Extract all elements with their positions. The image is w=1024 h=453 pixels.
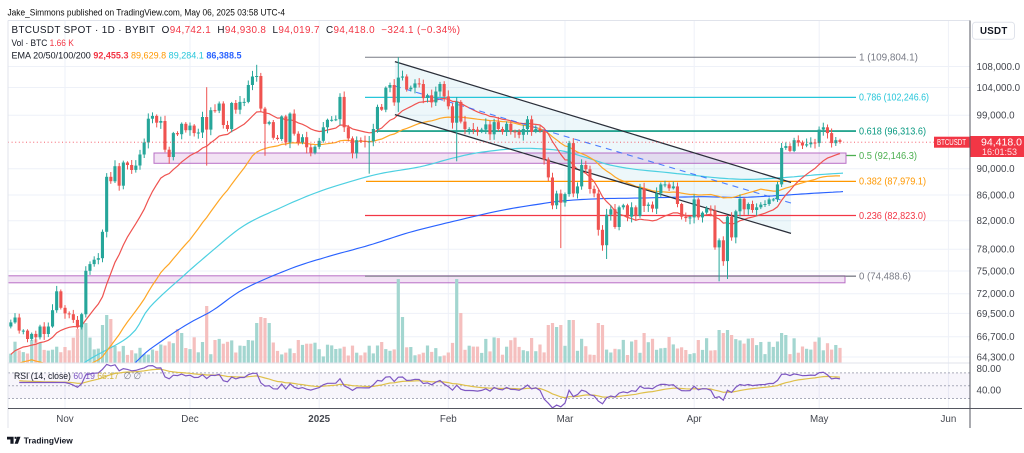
svg-text:99,000.0: 99,000.0 [977,111,1016,122]
svg-text:Apr: Apr [687,414,703,425]
svg-text:TradingView: TradingView [24,436,73,446]
svg-text:Feb: Feb [440,414,457,425]
svg-text:RSI (14, close) 60.19 66.17 ∅: RSI (14, close) 60.19 66.17 ∅ ∅ [14,370,141,381]
svg-text:86,000.0: 86,000.0 [977,190,1016,201]
svg-text:Jake_Simmons published on Trad: Jake_Simmons published on TradingView.co… [8,8,286,19]
svg-text:0 (74,488.6): 0 (74,488.6) [859,272,911,283]
svg-text:USDT: USDT [980,26,1008,37]
svg-text:Nov: Nov [56,414,74,425]
svg-text:69,500.0: 69,500.0 [977,309,1016,320]
svg-text:Mar: Mar [557,414,575,425]
svg-text:108,000.0: 108,000.0 [977,62,1021,73]
svg-text:82,000.0: 82,000.0 [977,216,1016,227]
svg-text:0.236 (82,823.0): 0.236 (82,823.0) [859,211,926,222]
svg-text:Vol · BTC 1.66 K: Vol · BTC 1.66 K [12,38,75,48]
svg-text:72,000.0: 72,000.0 [977,289,1016,300]
svg-text:Dec: Dec [181,414,199,425]
svg-text:80.00: 80.00 [977,364,1002,375]
svg-text:2025: 2025 [308,414,330,425]
svg-text:0.382 (87,979.1): 0.382 (87,979.1) [859,177,926,188]
svg-text:104,000.0: 104,000.0 [977,83,1021,94]
svg-text:94,418.0: 94,418.0 [981,138,1023,149]
svg-text:EMA 20/50/100/200 92,455.3 89,: EMA 20/50/100/200 92,455.3 89,629.8 89,2… [12,49,242,60]
svg-text:May: May [810,414,829,425]
svg-text:BTCUSDT SPOT · 1D · BYBIT O94: BTCUSDT SPOT · 1D · BYBIT O94,742.1 H94,… [12,25,461,36]
svg-text:16:01:53: 16:01:53 [982,147,1017,157]
svg-text:40.00: 40.00 [977,386,1002,397]
svg-text:BTCUSDT: BTCUSDT [937,138,966,147]
svg-text:75,000.0: 75,000.0 [977,266,1016,277]
svg-text:0.786 (102,246.6): 0.786 (102,246.6) [859,93,929,104]
svg-text:90,000.0: 90,000.0 [977,164,1016,175]
svg-text:0.618 (96,313.6): 0.618 (96,313.6) [859,126,926,137]
svg-text:64,300.0: 64,300.0 [977,352,1016,363]
svg-text:Jun: Jun [941,414,957,425]
svg-text:66,700.0: 66,700.0 [977,332,1016,343]
svg-text:0.5 (92,146.3): 0.5 (92,146.3) [859,151,917,162]
svg-text:1 (109,804.1): 1 (109,804.1) [859,53,918,64]
svg-text:78,000.0: 78,000.0 [977,245,1016,256]
